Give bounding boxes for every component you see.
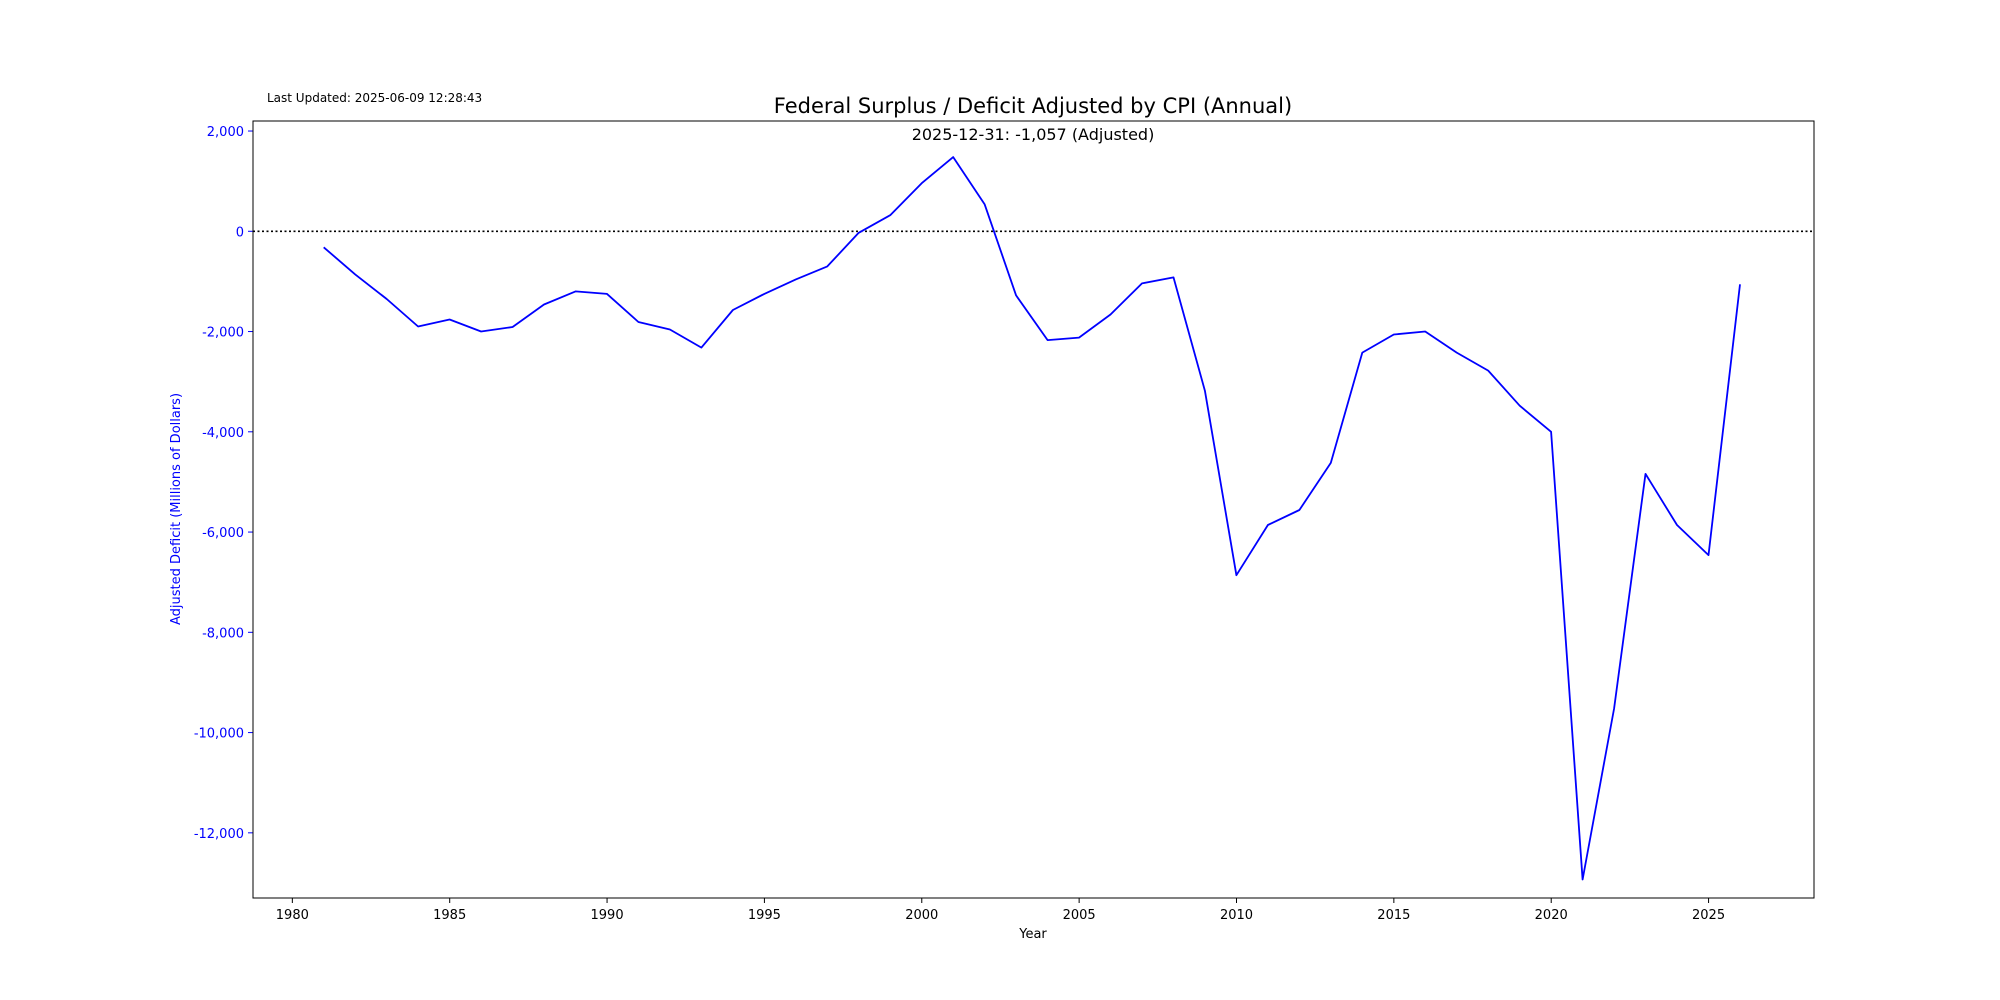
data-point <box>1234 573 1239 578</box>
x-tick-label: 2000 <box>905 908 938 923</box>
x-axis-label: Year <box>1018 927 1047 942</box>
x-tick-label: 2025 <box>1692 908 1725 923</box>
y-tick-label: -12,000 <box>194 827 244 842</box>
data-point <box>1077 335 1082 340</box>
x-tick-label: 2015 <box>1377 908 1410 923</box>
data-point <box>573 289 578 294</box>
chart-subtitle: 2025-12-31: -1,057 (Adjusted) <box>912 125 1155 144</box>
x-tick-label: 2010 <box>1220 908 1253 923</box>
data-point <box>825 264 830 269</box>
data-point <box>1643 471 1648 476</box>
data-point <box>856 230 861 235</box>
data-point <box>982 202 987 207</box>
data-point <box>1675 523 1680 528</box>
data-point <box>667 327 672 332</box>
data-point <box>1737 282 1742 287</box>
data-point <box>1171 275 1176 280</box>
x-tick-label: 1985 <box>433 908 466 923</box>
data-point <box>1454 350 1459 355</box>
data-point <box>1391 332 1396 337</box>
data-point <box>762 291 767 296</box>
data-point <box>1297 508 1302 513</box>
data-point <box>699 345 704 350</box>
data-point <box>1706 553 1711 558</box>
data-point <box>1014 293 1019 298</box>
data-point <box>416 324 421 329</box>
data-point <box>1265 523 1270 528</box>
x-tick-label: 2005 <box>1063 908 1096 923</box>
last-updated-label: Last Updated: 2025-06-09 12:28:43 <box>267 91 483 105</box>
data-point <box>321 245 326 250</box>
data-point <box>510 325 515 330</box>
y-tick-label: -6,000 <box>202 526 244 541</box>
data-point <box>1139 281 1144 286</box>
data-point <box>636 320 641 325</box>
data-point <box>1612 706 1617 711</box>
y-axis-label: Adjusted Deficit (Millions of Dollars) <box>169 393 184 625</box>
x-tick-label: 1995 <box>748 908 781 923</box>
y-tick-label: 2,000 <box>207 125 244 140</box>
data-point <box>1580 877 1585 882</box>
plot-area: 1980 1985 1990 1995 2000 2005 2010 2015 2020 2025… <box>194 125 1814 923</box>
data-point <box>384 296 389 301</box>
data-point <box>1486 368 1491 373</box>
data-point <box>447 317 452 322</box>
y-tick-label: -4,000 <box>202 426 244 441</box>
x-tick-label: 1990 <box>591 908 624 923</box>
data-point <box>604 291 609 296</box>
data-point <box>888 213 893 218</box>
data-point <box>951 155 956 160</box>
data-point <box>353 272 358 277</box>
data-point <box>919 181 924 186</box>
y-tick-label: -8,000 <box>202 626 244 641</box>
y-tick-label: 0 <box>236 225 244 240</box>
data-point <box>542 302 547 307</box>
data-point <box>793 277 798 282</box>
plot-frame <box>252 120 1815 899</box>
data-point <box>1517 403 1522 408</box>
data-point <box>1549 429 1554 434</box>
data-point <box>1360 350 1365 355</box>
x-tick-label: 1980 <box>276 908 309 923</box>
data-point <box>479 329 484 334</box>
x-tick-label: 2020 <box>1535 908 1568 923</box>
y-tick-label: -2,000 <box>202 326 244 341</box>
data-point <box>1045 338 1050 343</box>
data-point <box>1108 312 1113 317</box>
y-tick-label: -10,000 <box>194 727 244 742</box>
data-point <box>1328 460 1333 465</box>
deficit-series-line <box>323 156 1741 881</box>
data-point <box>730 307 735 312</box>
chart-title: Federal Surplus / Deficit Adjusted by CP… <box>774 94 1292 118</box>
data-point <box>1202 388 1207 393</box>
data-point <box>1423 329 1428 334</box>
